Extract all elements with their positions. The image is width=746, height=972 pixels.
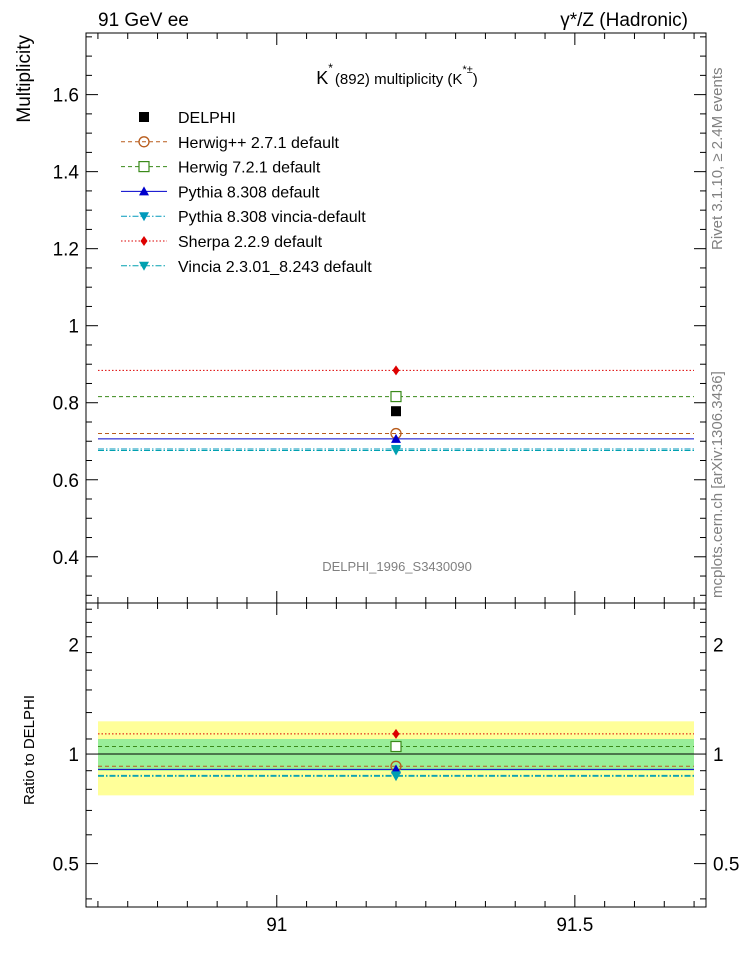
legend-marker	[138, 136, 150, 148]
legend-label: Vincia 2.3.01_8.243 default	[178, 259, 372, 276]
legend-label: Herwig++ 2.7.1 default	[178, 135, 340, 152]
legend-marker	[139, 212, 149, 222]
ratio-ylabel: Ratio to DELPHI	[21, 695, 38, 805]
y-tick-label: 0.8	[53, 394, 79, 415]
ratio-series-marker	[391, 772, 401, 782]
rivet-label: Rivet 3.1.10, ≥ 2.4M events	[709, 68, 726, 251]
title-k: K	[316, 68, 328, 88]
main-ylabel: Multiplicity	[14, 35, 35, 123]
ratio-series-marker	[391, 764, 401, 774]
series-marker	[391, 433, 401, 443]
mcplots-label: mcplots.cern.ch [arXiv:1306.3436]	[709, 371, 726, 598]
header-left: 91 GeV ee	[98, 10, 189, 31]
y-tick-label: 1.2	[53, 240, 79, 261]
legend-label: Sherpa 2.2.9 default	[178, 234, 323, 251]
title-star: *	[328, 61, 333, 75]
y-tick-label: 0.6	[53, 471, 79, 492]
ratio-y-tick-label-right: 1	[713, 745, 724, 766]
ratio-series-marker	[392, 728, 400, 739]
x-tick-label: 91.5	[556, 915, 593, 936]
title-star-pm: *±	[462, 64, 472, 76]
legend-marker	[139, 112, 149, 122]
y-tick-label: 1.6	[53, 86, 79, 107]
axis-ticks	[86, 33, 706, 907]
legend-marker	[138, 161, 150, 173]
ratio-y-tick-label-right: 2	[713, 635, 724, 656]
legend-marker	[139, 186, 149, 196]
ratio-y-tick-label: 1	[68, 745, 79, 766]
legend-label: Pythia 8.308 vincia-default	[178, 209, 366, 226]
legend-label: Herwig 7.2.1 default	[178, 160, 321, 177]
title-mid: (892) multiplicity (K	[335, 71, 463, 88]
series-marker	[391, 446, 401, 456]
plot-title: K*(892) multiplicity (K*±)	[316, 61, 478, 88]
analysis-watermark: DELPHI_1996_S3430090	[322, 559, 472, 574]
title-end: )	[473, 71, 478, 88]
ratio-series-marker	[390, 740, 402, 753]
legend-marker	[139, 261, 149, 271]
ratio-frame	[85, 602, 707, 908]
data-marker	[391, 406, 401, 417]
y-tick-label: 1.4	[53, 163, 80, 184]
header-right: γ*/Z (Hadronic)	[560, 10, 688, 31]
legend-marker	[140, 236, 148, 246]
ratio-y-tick-label: 0.5	[53, 855, 79, 876]
legend-label: DELPHI	[178, 110, 236, 127]
tick-labels: 0.4 0.6 0.8 1 1.2 1.4 1.6 91 91.5 0.5 0.5 1 1 2 2	[53, 86, 740, 936]
y-tick-label: 0.4	[53, 548, 80, 569]
y-tick-label: 1	[68, 317, 79, 338]
data-markers	[390, 365, 402, 782]
series-marker	[390, 390, 402, 403]
legend-label: Pythia 8.308 default	[178, 184, 320, 201]
legend: DELPHI Herwig++ 2.7.1 default Herwig 7.2.1…	[121, 110, 372, 276]
ratio-y-tick-label: 2	[68, 635, 79, 656]
x-tick-label: 91	[266, 915, 287, 936]
series-marker	[392, 365, 400, 376]
ratio-y-tick-label-right: 0.5	[713, 855, 739, 876]
